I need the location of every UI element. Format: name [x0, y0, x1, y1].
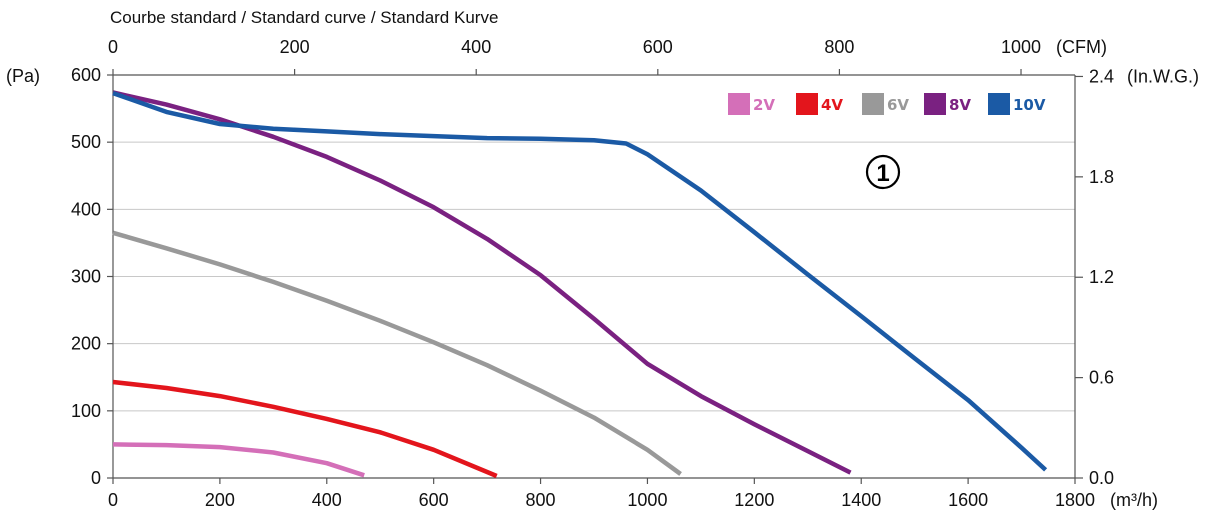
- y-tick-label: 600: [71, 65, 101, 85]
- x-tick-label: 200: [205, 490, 235, 510]
- y-tick-label: 400: [71, 199, 101, 219]
- top-tick-label: 1000: [1001, 37, 1041, 57]
- top-tick-label: 800: [824, 37, 854, 57]
- y-unit-label: (Pa): [6, 66, 40, 86]
- top-tick-label: 400: [461, 37, 491, 57]
- series-line-2v: [112, 442, 365, 478]
- series-line-8v: [112, 90, 852, 475]
- right-tick-label: 0.6: [1089, 368, 1114, 388]
- x-tick-label: 1600: [948, 490, 988, 510]
- legend-label-6v: 6V: [887, 96, 909, 114]
- top-unit-label: (CFM): [1056, 37, 1107, 57]
- x-tick-label: 0: [108, 490, 118, 510]
- legend-label-10v: 10V: [1013, 96, 1046, 114]
- top-tick-label: 0: [108, 37, 118, 57]
- legend-swatch-2v: [728, 93, 750, 115]
- legend-swatch-4v: [796, 93, 818, 115]
- legend-label-4v: 4V: [821, 96, 843, 114]
- annotation-badge: 1: [865, 154, 901, 190]
- x-tick-label: 600: [419, 490, 449, 510]
- x-tick-label: 800: [526, 490, 556, 510]
- y-tick-label: 300: [71, 267, 101, 287]
- chart-title: Courbe standard / Standard curve / Stand…: [110, 8, 498, 27]
- legend-swatch-10v: [988, 93, 1010, 115]
- right-unit-label: (In.W.G.): [1127, 66, 1199, 86]
- right-tick-label: 2.4: [1089, 66, 1114, 86]
- legend-swatch-6v: [862, 93, 884, 115]
- axes-layer: 0 100 200 300 400 500 600 (Pa) 0 200 400 600 800 1000…: [6, 37, 1199, 510]
- x-tick-label: 1800: [1055, 490, 1095, 510]
- legend-label-2v: 2V: [753, 96, 775, 114]
- y-tick-label: 0: [91, 468, 101, 488]
- legend-swatch-8v: [924, 93, 946, 115]
- series-line-6v: [112, 230, 682, 476]
- y-tick-label: 100: [71, 401, 101, 421]
- top-tick-label: 200: [280, 37, 310, 57]
- top-tick-label: 600: [643, 37, 673, 57]
- right-tick-label: 0.0: [1089, 468, 1114, 488]
- series-line-4v: [112, 379, 498, 479]
- x-tick-label: 1000: [627, 490, 667, 510]
- legend: 2V 4V 6V 8V 10V: [728, 93, 1046, 115]
- x-tick-label: 1400: [841, 490, 881, 510]
- right-tick-label: 1.2: [1089, 267, 1114, 287]
- series-line-10v: [112, 90, 1048, 472]
- x-unit-label: (m³/h): [1110, 490, 1158, 510]
- annotation-circle: [865, 154, 901, 190]
- right-tick-label: 1.8: [1089, 167, 1114, 187]
- legend-label-8v: 8V: [949, 96, 971, 114]
- annotation-label: 1: [876, 160, 889, 187]
- series-layer: [112, 90, 1048, 479]
- x-tick-label: 1200: [734, 490, 774, 510]
- y-tick-label: 200: [71, 334, 101, 354]
- y-tick-label: 500: [71, 132, 101, 152]
- x-tick-label: 400: [312, 490, 342, 510]
